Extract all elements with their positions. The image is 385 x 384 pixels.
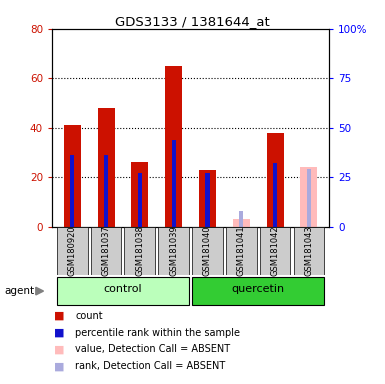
- Bar: [131, 162, 148, 227]
- Bar: [165, 66, 182, 227]
- Bar: [192, 227, 223, 275]
- Text: GSM181041: GSM181041: [237, 225, 246, 276]
- Bar: [273, 163, 277, 227]
- Bar: [104, 156, 108, 227]
- Bar: [226, 227, 257, 275]
- Text: ■: ■: [54, 344, 64, 354]
- Bar: [300, 167, 317, 227]
- Bar: [57, 277, 189, 305]
- Text: ■: ■: [54, 361, 64, 371]
- Bar: [64, 125, 81, 227]
- Bar: [293, 227, 324, 275]
- Text: rank, Detection Call = ABSENT: rank, Detection Call = ABSENT: [75, 361, 225, 371]
- Text: GSM181042: GSM181042: [271, 225, 280, 276]
- Bar: [192, 277, 324, 305]
- Bar: [239, 211, 243, 227]
- Text: GDS3133 / 1381644_at: GDS3133 / 1381644_at: [115, 15, 270, 28]
- Bar: [98, 108, 114, 227]
- Bar: [307, 169, 311, 227]
- Text: ■: ■: [54, 328, 64, 338]
- Text: value, Detection Call = ABSENT: value, Detection Call = ABSENT: [75, 344, 230, 354]
- Bar: [233, 219, 250, 227]
- Bar: [70, 156, 74, 227]
- Polygon shape: [36, 287, 44, 295]
- Text: control: control: [104, 284, 142, 294]
- Bar: [124, 227, 155, 275]
- Text: ■: ■: [54, 311, 64, 321]
- Text: GSM181039: GSM181039: [169, 225, 178, 276]
- Text: GSM181040: GSM181040: [203, 225, 212, 276]
- Text: percentile rank within the sample: percentile rank within the sample: [75, 328, 240, 338]
- Bar: [91, 227, 121, 275]
- Text: agent: agent: [5, 286, 35, 296]
- Bar: [267, 132, 283, 227]
- Bar: [57, 227, 88, 275]
- Text: GSM180920: GSM180920: [68, 225, 77, 276]
- Text: GSM181037: GSM181037: [102, 225, 110, 276]
- Text: GSM181038: GSM181038: [136, 225, 144, 276]
- Bar: [158, 227, 189, 275]
- Bar: [260, 227, 290, 275]
- Text: GSM181043: GSM181043: [305, 225, 313, 276]
- Bar: [205, 173, 209, 227]
- Text: count: count: [75, 311, 103, 321]
- Text: quercetin: quercetin: [232, 284, 285, 294]
- Bar: [138, 173, 142, 227]
- Bar: [172, 139, 176, 227]
- Bar: [199, 170, 216, 227]
